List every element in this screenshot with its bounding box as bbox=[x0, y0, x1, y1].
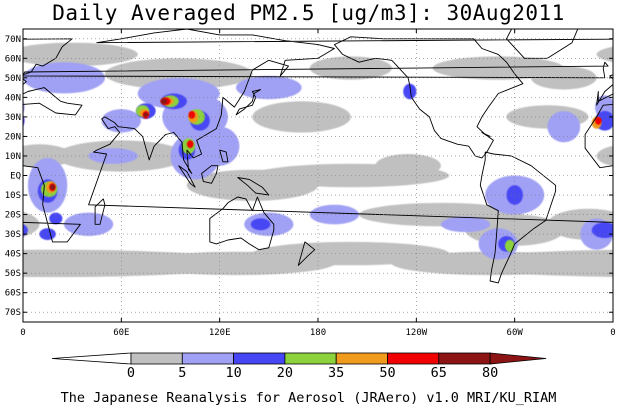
pm25-level-1-area bbox=[596, 145, 613, 167]
lat-tick-label: 70S bbox=[5, 308, 21, 318]
pm25-level-3-area bbox=[506, 185, 523, 205]
lat-tick-label: 60N bbox=[5, 54, 21, 64]
colorbar-level-label: 20 bbox=[276, 365, 294, 381]
colorbar-level-label: 10 bbox=[225, 365, 242, 381]
lon-tick-label: 60E bbox=[113, 328, 129, 338]
colorbar-level-label: 50 bbox=[379, 365, 396, 381]
coastline bbox=[237, 177, 270, 196]
pm25-level-4-area bbox=[504, 239, 515, 252]
lat-tick-label: 40N bbox=[5, 93, 21, 103]
coastline bbox=[219, 149, 229, 163]
pm25-level-2-area bbox=[478, 228, 518, 260]
pm25-level-2-area bbox=[88, 148, 138, 164]
pm25-level-7-area bbox=[50, 184, 55, 191]
pm25-level-3-area bbox=[250, 218, 271, 231]
coastline bbox=[209, 196, 275, 251]
map-title: Daily Averaged PM2.5 [ug/m3]: 30Aug2011 bbox=[52, 1, 565, 25]
coastline bbox=[178, 165, 196, 188]
axis-ticks: 70N 60N 50N 40N 30N 20N 10N EQ 10S 20S 30S 40S 50S 60… bbox=[5, 29, 616, 338]
coastline bbox=[333, 36, 524, 159]
colorbar-segment bbox=[387, 352, 440, 365]
pm25-level-2-area bbox=[200, 126, 240, 166]
coastline bbox=[481, 132, 491, 137]
coastline bbox=[201, 165, 219, 184]
lon-tick-label: 0 bbox=[20, 328, 25, 338]
coastline bbox=[235, 89, 262, 116]
coastline bbox=[23, 61, 609, 79]
lon-tick-label: 60W bbox=[507, 328, 524, 338]
colorbar-segment bbox=[489, 352, 547, 365]
lat-tick-label: 30S bbox=[5, 230, 21, 240]
lat-tick-label: 10S bbox=[5, 191, 21, 201]
coastlines bbox=[23, 29, 613, 284]
lat-tick-label: 20N bbox=[5, 132, 21, 142]
lat-tick-label: 60S bbox=[5, 289, 21, 299]
pm25-level-2-area bbox=[547, 111, 581, 143]
pm25-level-1-area bbox=[252, 101, 351, 133]
pm25-level-2-area bbox=[440, 216, 491, 233]
pm25-level-7-area bbox=[143, 112, 149, 118]
lat-tick-label: 50N bbox=[5, 74, 21, 84]
pm25-level-1-area bbox=[309, 56, 392, 80]
pm25-level-2-area bbox=[309, 204, 359, 225]
coastline bbox=[506, 29, 579, 59]
pm25-level-1-area bbox=[391, 251, 589, 276]
colorbar-segment bbox=[181, 352, 235, 365]
lat-tick-label: 40S bbox=[5, 250, 21, 260]
colorbar bbox=[51, 352, 547, 365]
lat-tick-label: 30N bbox=[5, 113, 21, 123]
colorbar-level-label: 65 bbox=[430, 365, 447, 381]
colorbar-segment bbox=[130, 352, 183, 365]
colorbar-segment bbox=[51, 352, 132, 365]
lat-tick-label: EQ bbox=[10, 172, 21, 182]
lon-tick-label: 180 bbox=[310, 328, 326, 338]
colorbar-level-label: 35 bbox=[328, 365, 345, 381]
lat-tick-label: 50S bbox=[5, 269, 21, 279]
colorbar-segment bbox=[284, 352, 337, 365]
coastline bbox=[297, 241, 316, 266]
colorbar-level-label: 80 bbox=[481, 365, 499, 381]
lon-tick-label: 120W bbox=[405, 328, 427, 338]
pm25-level-1-area bbox=[104, 58, 253, 90]
pm25-level-6-area bbox=[188, 111, 196, 119]
colorbar-level-label: 5 bbox=[178, 365, 187, 381]
lat-tick-label: 70N bbox=[5, 35, 21, 45]
pm25-level-6-area bbox=[595, 116, 602, 125]
pm25-level-1-area bbox=[432, 56, 564, 80]
lat-tick-label: 20S bbox=[5, 211, 21, 221]
lat-tick-label: 10N bbox=[5, 152, 21, 162]
coastline bbox=[612, 74, 613, 77]
pm25-level-3-area bbox=[49, 212, 63, 225]
grid-lines bbox=[23, 29, 613, 322]
pm25-level-1-area bbox=[596, 46, 613, 63]
colorbar-segment bbox=[335, 352, 388, 365]
colorbar-segment bbox=[438, 352, 491, 365]
pm25-level-2-area bbox=[101, 109, 141, 133]
pm25-level-2-area bbox=[235, 75, 302, 100]
pm25-level-3-area bbox=[23, 224, 28, 237]
pm25-level-6-area bbox=[186, 140, 194, 149]
colorbar-segment bbox=[233, 352, 286, 365]
pm25-level-2-area bbox=[613, 62, 617, 93]
pm25-level-7-area bbox=[160, 98, 168, 105]
lon-tick-label: 120E bbox=[209, 328, 231, 338]
footer-credit: The Japanese Reanalysis for Aerosol (JRA… bbox=[60, 390, 557, 406]
lon-tick-label: 0 bbox=[610, 328, 615, 338]
pm25-level-3-area bbox=[403, 83, 417, 100]
pm25-level-1-area bbox=[375, 154, 441, 178]
coastline bbox=[94, 198, 106, 225]
coastline bbox=[88, 29, 613, 223]
colorbar-level-label: 0 bbox=[126, 365, 136, 381]
